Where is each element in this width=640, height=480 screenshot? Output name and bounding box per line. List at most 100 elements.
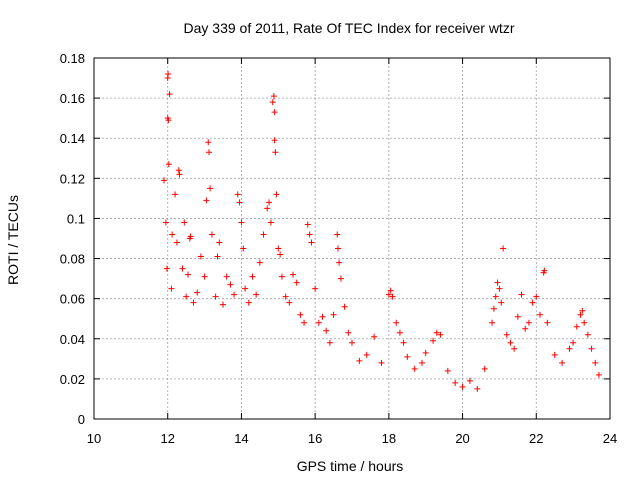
data-point	[312, 285, 319, 292]
x-tick-label: 12	[160, 431, 174, 446]
data-point	[341, 303, 348, 310]
data-point	[271, 137, 278, 144]
data-point	[240, 245, 247, 252]
data-point	[223, 273, 230, 280]
data-point	[260, 231, 267, 238]
data-point	[205, 149, 212, 156]
data-point	[577, 311, 584, 318]
data-point	[270, 93, 277, 100]
data-point	[207, 185, 214, 192]
x-axis-label: GPS time / hours	[297, 458, 404, 474]
data-point	[507, 339, 514, 346]
data-point	[249, 273, 256, 280]
data-point	[236, 199, 243, 206]
data-point	[498, 299, 505, 306]
data-point	[175, 167, 182, 174]
data-point	[494, 279, 501, 286]
data-point	[267, 219, 274, 226]
data-point	[214, 253, 221, 260]
data-point	[541, 267, 548, 274]
data-point	[184, 271, 191, 278]
x-tick-label: 16	[308, 431, 322, 446]
data-point	[400, 339, 407, 346]
data-point	[203, 197, 210, 204]
data-point	[559, 359, 566, 366]
data-point	[326, 339, 333, 346]
data-point	[286, 299, 293, 306]
data-point	[503, 331, 510, 338]
data-point	[573, 323, 580, 330]
data-point	[282, 293, 289, 300]
y-tick-label: 0	[78, 412, 85, 427]
data-point	[245, 299, 252, 306]
data-point	[592, 359, 599, 366]
data-point	[345, 329, 352, 336]
data-point	[216, 239, 223, 246]
data-point	[242, 285, 249, 292]
data-point	[511, 345, 518, 352]
data-point	[444, 367, 451, 374]
data-point	[588, 345, 595, 352]
data-point	[466, 377, 473, 384]
data-point	[190, 299, 197, 306]
data-point	[165, 117, 172, 124]
x-tick-labels: 10 12 14 16 18 20 22 24	[87, 431, 617, 446]
data-point	[566, 345, 573, 352]
data-point	[389, 293, 396, 300]
data-point	[371, 333, 378, 340]
data-point	[492, 293, 499, 300]
data-point	[220, 301, 226, 308]
data-point	[323, 327, 330, 334]
y-tick-label: 0.1	[67, 211, 85, 226]
data-point	[404, 353, 411, 360]
data-point	[231, 291, 238, 298]
data-point	[166, 91, 173, 98]
data-point	[205, 139, 212, 146]
data-point	[430, 337, 437, 344]
data-point	[273, 191, 280, 198]
data-point	[481, 365, 488, 372]
data-point	[551, 351, 558, 358]
data-point	[393, 319, 400, 326]
data-point	[581, 319, 588, 326]
data-point	[422, 349, 429, 356]
data-point	[474, 385, 481, 392]
data-point	[168, 285, 175, 292]
y-tick-label: 0.06	[60, 292, 85, 307]
data-point	[194, 289, 201, 296]
data-point	[337, 275, 344, 282]
data-point	[163, 265, 170, 272]
data-point	[452, 379, 459, 386]
data-point	[290, 271, 297, 278]
data-point	[187, 233, 194, 240]
data-point	[315, 319, 322, 326]
data-point	[419, 359, 426, 366]
data-point	[197, 253, 204, 260]
data-point	[183, 293, 190, 300]
data-point	[161, 177, 168, 184]
y-tick-label: 0.02	[60, 372, 85, 387]
data-point	[181, 219, 188, 226]
y-tick-labels: 0 0.02 0.04 0.06 0.08 0.1 0.12 0.14 0.16 0.18	[60, 51, 85, 427]
y-tick-label: 0.08	[60, 252, 85, 267]
data-point	[459, 383, 466, 390]
y-tick-label: 0.04	[60, 332, 85, 347]
data-point	[162, 219, 169, 226]
data-point	[334, 231, 341, 238]
plot-frame	[93, 57, 611, 420]
data-point	[489, 319, 496, 326]
data-point	[334, 245, 341, 252]
data-point	[266, 199, 273, 206]
data-point	[272, 149, 279, 156]
data-point	[363, 351, 370, 358]
data-point	[275, 245, 282, 252]
x-tick-label: 22	[529, 431, 543, 446]
data-point	[173, 239, 180, 246]
data-point	[169, 231, 176, 238]
data-point	[253, 291, 260, 298]
data-point	[437, 331, 444, 338]
data-point	[208, 231, 215, 238]
data-point	[433, 329, 440, 336]
data-point	[304, 221, 311, 228]
